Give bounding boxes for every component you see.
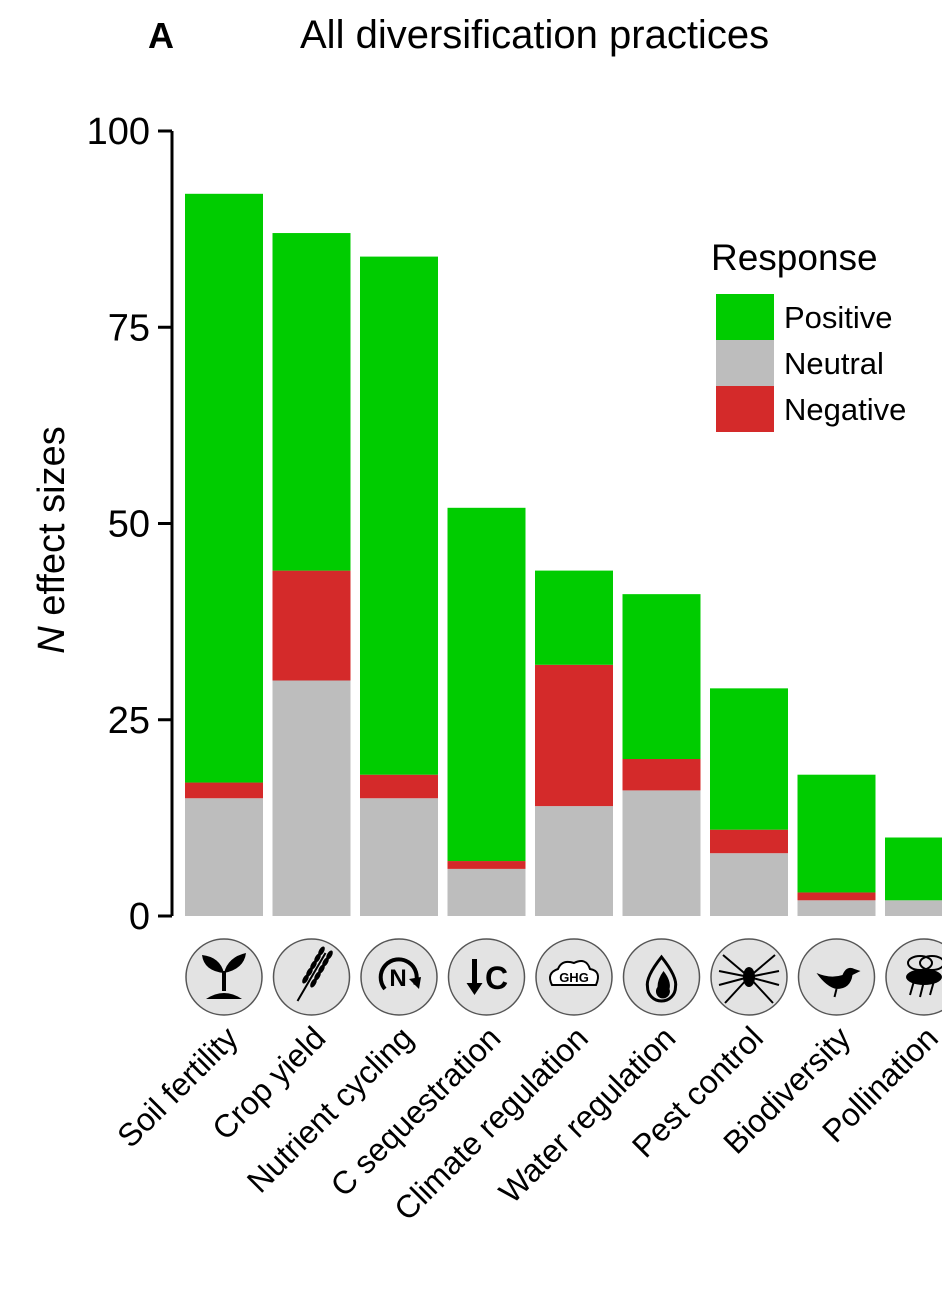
bar-segment-neutral: Pollination — Neutral: 2 xyxy=(885,900,942,916)
icon-circle xyxy=(360,938,438,1016)
legend-swatch-positive xyxy=(716,294,774,340)
y-tick-label: 0 xyxy=(129,896,150,938)
icon-text: GHG xyxy=(559,970,589,985)
bars: Soil fertility — Neutral: 15Soil fertili… xyxy=(185,193,942,916)
bar-segment-negative: Nutrient cycling — Negative: 3 xyxy=(360,774,438,799)
bar-segment-positive: Crop yield — Positive: 43 xyxy=(272,233,351,571)
y-axis-label-rest: effect sizes xyxy=(31,426,73,626)
bar-segment-neutral: Water regulation — Neutral: 16 xyxy=(622,790,701,916)
legend-entries: Positive Neutral Negative xyxy=(716,294,906,432)
bar-segment-neutral: C sequestration — Neutral: 6 xyxy=(447,868,526,916)
bar-segment-neutral: Climate regulation — Neutral: 14 xyxy=(535,806,613,916)
legend-swatch-negative xyxy=(716,386,774,432)
legend: Response Positive Neutral Negative xyxy=(711,237,906,432)
legend-label-negative: Negative xyxy=(784,392,906,427)
y-tick-label: 75 xyxy=(108,307,150,349)
bar-segment-positive: Biodiversity — Positive: 15 xyxy=(797,774,876,893)
spider-icon xyxy=(710,938,788,1016)
y-tick-label: 100 xyxy=(87,111,150,153)
y-tick-label: 50 xyxy=(108,504,150,546)
bar-segment-negative: C sequestration — Negative: 1 xyxy=(447,861,526,869)
y-axis-label: N effect sizes xyxy=(31,426,73,653)
bar-segment-negative: Crop yield — Negative: 14 xyxy=(272,570,351,681)
bird-icon xyxy=(797,938,876,1016)
sprout-icon xyxy=(185,938,263,1016)
icon-text: N xyxy=(389,965,406,992)
water-drop-icon xyxy=(622,938,701,1016)
icon-circle xyxy=(447,938,526,1016)
bar-segment-positive: C sequestration — Positive: 45 xyxy=(447,507,526,862)
bar-segment-negative: Water regulation — Negative: 4 xyxy=(622,759,701,791)
legend-swatch-neutral xyxy=(716,340,774,386)
bar-segment-positive: Water regulation — Positive: 21 xyxy=(622,594,701,759)
category-icons: N C GHG xyxy=(185,938,942,1016)
bar-segment-positive: Pollination — Positive: 8 xyxy=(885,837,942,901)
bar-segment-neutral: Crop yield — Neutral: 30 xyxy=(272,680,351,916)
ghg-cloud-icon: GHG xyxy=(535,938,613,1016)
legend-title: Response xyxy=(711,237,878,278)
y-axis-label-n: N xyxy=(31,626,73,654)
bar-segment-neutral: Soil fertility — Neutral: 15 xyxy=(185,798,263,916)
wheat-icon xyxy=(272,938,351,1016)
bar-segment-negative: Pest control — Negative: 3 xyxy=(710,829,788,854)
chart-title: All diversification practices xyxy=(300,13,769,57)
bar-segment-neutral: Pest control — Neutral: 8 xyxy=(710,853,788,916)
bar-segment-negative: Climate regulation — Negative: 18 xyxy=(535,664,613,807)
y-tick-label: 25 xyxy=(108,700,150,742)
carbon-down-icon: C xyxy=(447,938,526,1016)
bar-segment-negative: Biodiversity — Negative: 1 xyxy=(797,892,876,901)
y-axis: 0 25 50 75 100 xyxy=(87,111,174,938)
legend-label-neutral: Neutral xyxy=(784,346,884,381)
bar-segment-positive: Climate regulation — Positive: 12 xyxy=(535,570,613,665)
bar-segment-negative: Soil fertility — Negative: 2 xyxy=(185,782,263,799)
icon-text: C xyxy=(485,960,508,996)
bar-segment-positive: Pest control — Positive: 18 xyxy=(710,688,788,830)
bar-segment-neutral: Nutrient cycling — Neutral: 15 xyxy=(360,798,438,916)
bee-icon xyxy=(885,938,942,1016)
bar-segment-positive: Nutrient cycling — Positive: 66 xyxy=(360,256,438,775)
bar-segment-positive: Soil fertility — Positive: 75 xyxy=(185,193,263,783)
legend-label-positive: Positive xyxy=(784,300,893,335)
bar-segment-neutral: Biodiversity — Neutral: 2 xyxy=(797,900,876,916)
nitrogen-cycle-icon: N xyxy=(360,938,438,1016)
panel-letter: A xyxy=(148,15,174,56)
